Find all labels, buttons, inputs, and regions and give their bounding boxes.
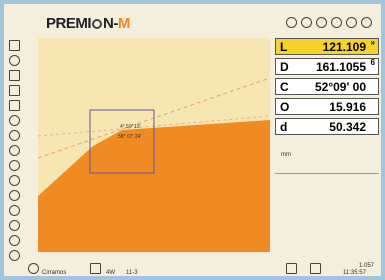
side-icon[interactable] bbox=[9, 55, 20, 66]
readout-mark: 6 bbox=[371, 58, 375, 67]
side-icon[interactable] bbox=[9, 220, 20, 231]
map-label: 4° 59' 19' bbox=[120, 124, 141, 130]
readout-label: d bbox=[280, 120, 287, 134]
side-icon[interactable] bbox=[9, 100, 20, 111]
readout[interactable]: C 52°09' 00 bbox=[275, 78, 379, 95]
top-icon[interactable] bbox=[286, 17, 297, 28]
top-icon[interactable] bbox=[331, 17, 342, 28]
brand-text: PREMI bbox=[46, 15, 91, 32]
readout-value: 161.1055 bbox=[316, 60, 366, 74]
readout-value: 121.109 bbox=[323, 40, 366, 54]
side-icon[interactable] bbox=[9, 70, 20, 81]
readout-mark: » bbox=[371, 38, 375, 47]
readout-value: 15.916 bbox=[329, 100, 366, 114]
side-icon[interactable] bbox=[9, 250, 20, 261]
brand-accent: M bbox=[118, 15, 130, 32]
readout-value: 52°09' 00 bbox=[315, 80, 366, 94]
panel: PREMI N-M 4° 59' 19' 58° 07' 24' L 121.109… bbox=[4, 4, 381, 276]
readout-label: O bbox=[280, 100, 289, 114]
side-icon[interactable] bbox=[9, 40, 20, 51]
status-icon[interactable] bbox=[310, 263, 321, 274]
readout-label: L bbox=[280, 40, 287, 54]
map[interactable]: 4° 59' 19' 58° 07' 24' bbox=[38, 38, 270, 252]
status-version: 1.057 bbox=[359, 263, 374, 269]
status-icon[interactable] bbox=[286, 263, 297, 274]
side-icon[interactable] bbox=[9, 205, 20, 216]
status-time: 11:35:57 bbox=[343, 270, 366, 276]
top-icon[interactable] bbox=[346, 17, 357, 28]
side-icon[interactable] bbox=[9, 235, 20, 246]
status-icon[interactable] bbox=[90, 263, 101, 274]
side-icon[interactable] bbox=[9, 130, 20, 141]
side-icon[interactable] bbox=[9, 115, 20, 126]
brand-suffix: N- bbox=[103, 15, 118, 32]
brand: PREMI N-M bbox=[46, 15, 130, 32]
brand-logo bbox=[92, 19, 102, 29]
readout-value: 50.342 bbox=[329, 120, 366, 134]
readout[interactable]: L 121.109 » bbox=[275, 38, 379, 55]
side-icon[interactable] bbox=[9, 85, 20, 96]
readout-label: C bbox=[280, 80, 289, 94]
side-icon[interactable] bbox=[9, 145, 20, 156]
top-icon[interactable] bbox=[301, 17, 312, 28]
status-icon[interactable] bbox=[28, 263, 39, 274]
note: mm bbox=[275, 148, 379, 174]
status-text: Cirramos bbox=[42, 270, 66, 276]
side-icon[interactable] bbox=[9, 160, 20, 171]
readout[interactable]: D 161.1055 6 bbox=[275, 58, 379, 75]
top-icon[interactable] bbox=[316, 17, 327, 28]
side-icon[interactable] bbox=[9, 175, 20, 186]
readout-label: D bbox=[280, 60, 289, 74]
status-mode: 4W bbox=[106, 270, 115, 276]
map-label: 58° 07' 24' bbox=[118, 134, 141, 140]
readout[interactable]: O 15.916 bbox=[275, 98, 379, 115]
status-code: 11-3 bbox=[126, 270, 138, 276]
readout[interactable]: d 50.342 bbox=[275, 118, 379, 135]
top-icon[interactable] bbox=[361, 17, 372, 28]
device-screen: PREMI N-M 4° 59' 19' 58° 07' 24' L 121.109… bbox=[0, 0, 385, 280]
side-icon[interactable] bbox=[9, 190, 20, 201]
